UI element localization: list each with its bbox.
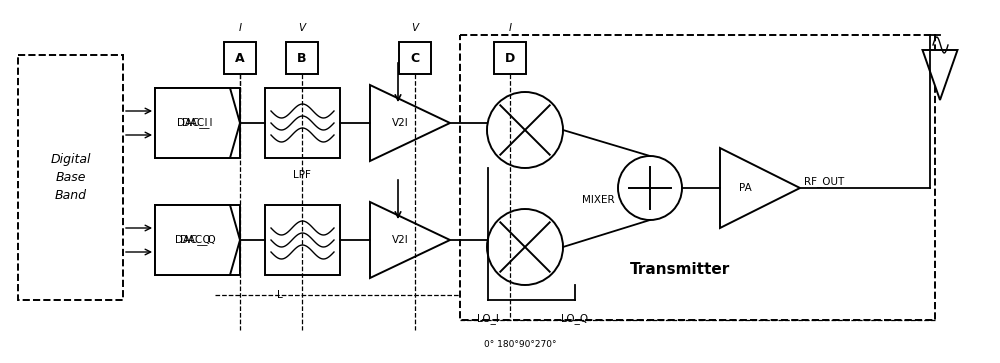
Text: DAC_I: DAC_I <box>177 118 208 129</box>
Bar <box>155 205 240 275</box>
Text: B: B <box>297 52 307 65</box>
Bar <box>224 42 256 74</box>
Text: RF_OUT: RF_OUT <box>804 176 844 187</box>
Bar <box>460 35 935 320</box>
Bar <box>265 88 340 158</box>
Text: C: C <box>410 52 420 65</box>
Text: LPF: LPF <box>293 170 311 180</box>
Text: DAC_I: DAC_I <box>182 118 213 129</box>
Bar <box>155 88 240 158</box>
Text: A: A <box>235 52 245 65</box>
Polygon shape <box>155 88 240 158</box>
Text: I: I <box>239 23 242 33</box>
Text: D: D <box>505 52 515 65</box>
Text: LO_I: LO_I <box>477 313 499 324</box>
Text: V2I: V2I <box>392 118 409 128</box>
Bar <box>265 205 340 275</box>
Polygon shape <box>922 50 958 100</box>
Text: LO_Q: LO_Q <box>561 313 589 324</box>
Text: I: I <box>509 23 512 33</box>
Text: DAC_Q: DAC_Q <box>180 234 215 245</box>
Text: Transmitter: Transmitter <box>630 262 730 277</box>
Circle shape <box>487 209 563 285</box>
Text: V2I: V2I <box>392 235 409 245</box>
Polygon shape <box>155 205 240 275</box>
Circle shape <box>487 92 563 168</box>
Bar <box>286 42 318 74</box>
Text: V: V <box>298 23 306 33</box>
Text: L: L <box>277 290 283 300</box>
Text: DAC_Q: DAC_Q <box>175 234 210 245</box>
Polygon shape <box>370 202 450 278</box>
Text: MIXER: MIXER <box>582 195 614 205</box>
Bar <box>18 55 123 300</box>
Bar <box>494 42 526 74</box>
Polygon shape <box>720 148 800 228</box>
Text: V: V <box>411 23 419 33</box>
Text: Digital
Base
Band: Digital Base Band <box>50 153 91 202</box>
Bar <box>399 42 431 74</box>
Circle shape <box>618 156 682 220</box>
Text: PA: PA <box>739 183 752 193</box>
Polygon shape <box>370 85 450 161</box>
Text: 0° 180°90°270°: 0° 180°90°270° <box>484 340 556 349</box>
